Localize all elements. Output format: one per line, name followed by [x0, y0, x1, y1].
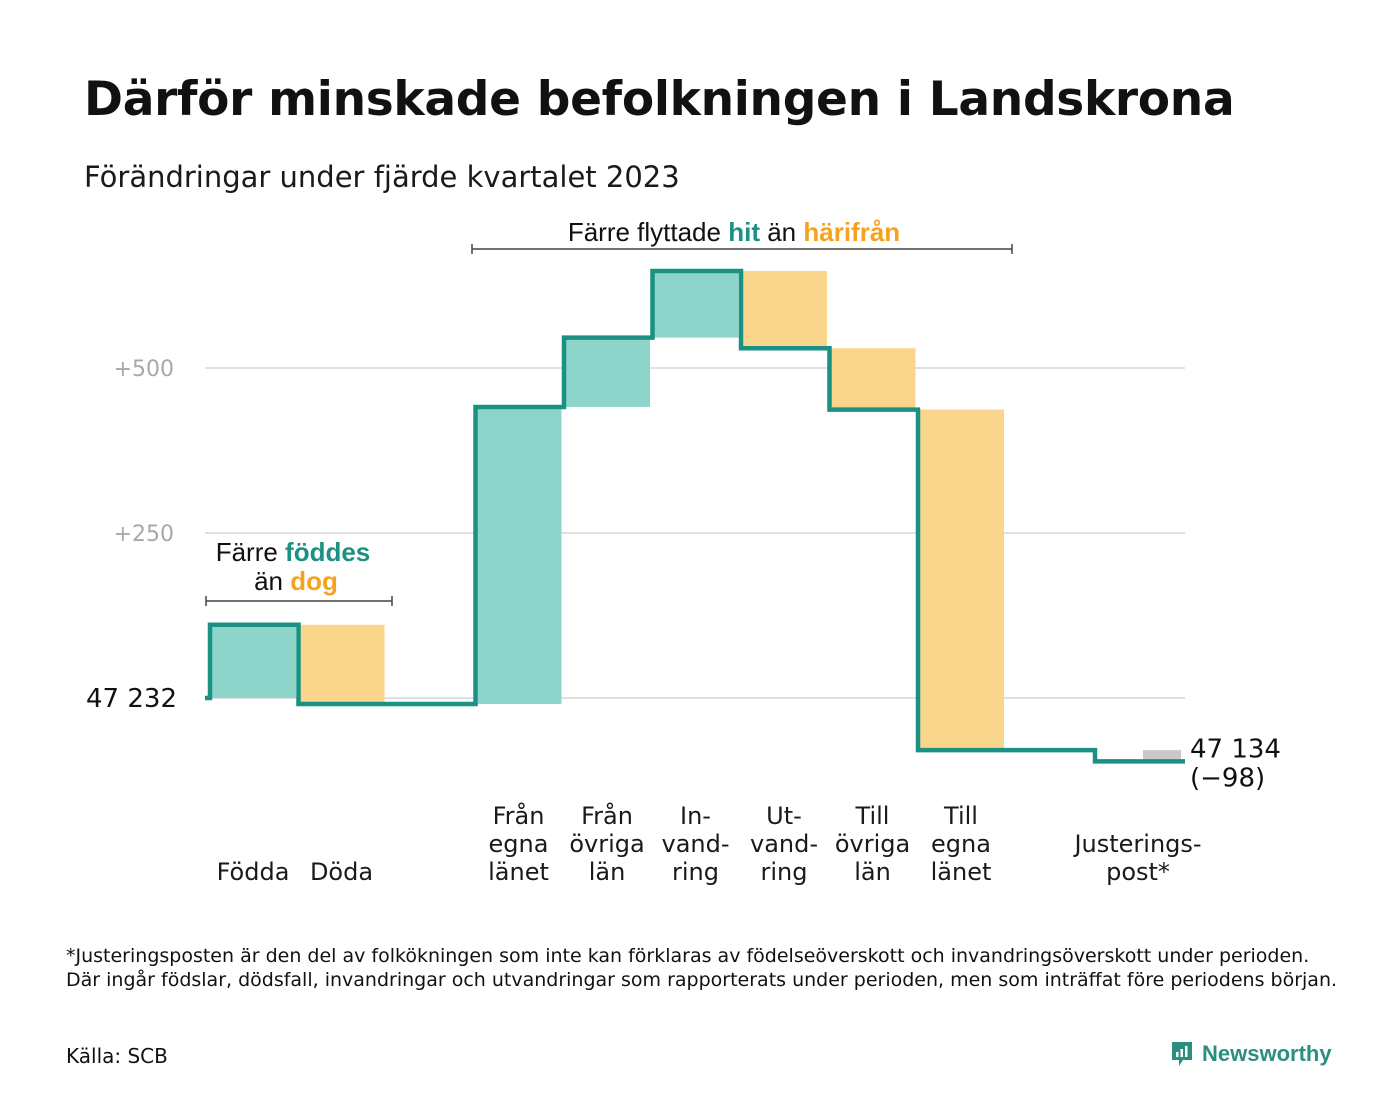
- category-label: Ut-: [766, 802, 802, 830]
- category-label: Födda: [217, 858, 290, 886]
- category-label: Döda: [310, 858, 373, 886]
- category-label: länet: [931, 858, 992, 886]
- brand-logo[interactable]: Newsworthy: [1170, 1040, 1332, 1068]
- category-label: Till: [855, 802, 890, 830]
- category-label: egna: [931, 830, 991, 858]
- category-label: Från: [581, 801, 633, 830]
- bar-frånövrigalän: [564, 337, 650, 407]
- y-tick-label: +250: [114, 522, 174, 547]
- births-annotation-line1: Färre föddes: [216, 537, 371, 567]
- category-label: län: [589, 858, 626, 886]
- bar-justeringspost: [1143, 750, 1181, 762]
- category-label: ring: [761, 858, 808, 886]
- moves-annotation: Färre flyttade hit än härifrån: [568, 217, 900, 247]
- category-label: vand-: [661, 830, 729, 858]
- category-label: övriga: [835, 830, 910, 858]
- category-label: vand-: [750, 830, 818, 858]
- category-label: ring: [672, 858, 719, 886]
- category-label: Justerings-: [1072, 830, 1201, 858]
- bar-invandring: [652, 270, 739, 338]
- category-label: länet: [488, 858, 549, 886]
- footnote: *Justeringsposten är den del av folkökni…: [66, 945, 1338, 991]
- category-label: Till: [943, 802, 978, 830]
- bar-frånegnalänet: [475, 406, 562, 704]
- category-label: övriga: [569, 830, 644, 858]
- category-label: post*: [1106, 858, 1170, 886]
- newsworthy-icon: [1172, 1042, 1192, 1066]
- bar-döda: [298, 624, 385, 704]
- chart-title: Därför minskade befolkningen i Landskron…: [84, 72, 1235, 127]
- bar-tillövrigalän: [829, 348, 916, 410]
- births-annotation-line2: än dog: [254, 566, 338, 596]
- bar-tillegnalänet: [918, 409, 1004, 751]
- brand-name: Newsworthy: [1202, 1041, 1332, 1066]
- bar-utvandring: [741, 270, 827, 349]
- moves-bracket: [471, 244, 1013, 254]
- y-tick-label: +500: [114, 357, 174, 382]
- change-label: (−98): [1190, 763, 1265, 793]
- category-label: egna: [489, 830, 549, 858]
- category-label: Från: [493, 801, 545, 830]
- cumulative-step-line: [205, 268, 1185, 764]
- start-value-label: 47 232: [86, 684, 177, 714]
- category-label: In-: [680, 802, 711, 830]
- source-text: Källa: SCB: [66, 1044, 168, 1068]
- chart-subtitle: Förändringar under fjärde kvartalet 2023: [84, 160, 680, 194]
- end-value-label: 47 134: [1190, 734, 1281, 764]
- category-label: län: [854, 858, 891, 886]
- births-bracket: [205, 596, 393, 606]
- bar-födda: [210, 624, 296, 698]
